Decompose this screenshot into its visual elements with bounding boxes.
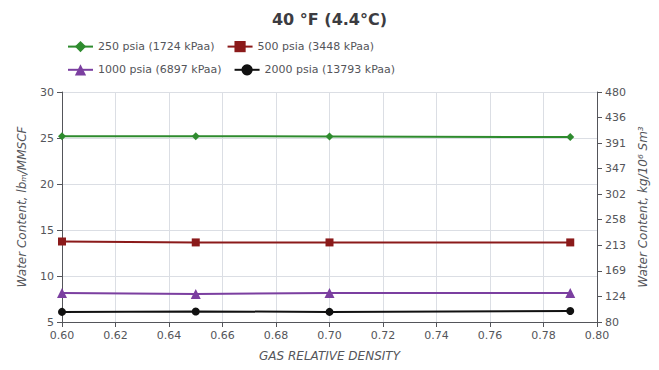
svg-text:500 psia (3448 kPaa): 500 psia (3448 kPaa) xyxy=(258,40,375,53)
svg-text:0.76: 0.76 xyxy=(478,329,503,342)
svg-text:169: 169 xyxy=(605,264,626,277)
svg-text:10: 10 xyxy=(40,270,54,283)
svg-text:302: 302 xyxy=(605,188,626,201)
svg-text:436: 436 xyxy=(605,111,626,124)
svg-text:0.72: 0.72 xyxy=(371,329,396,342)
svg-text:258: 258 xyxy=(605,213,626,226)
svg-text:5: 5 xyxy=(47,316,54,329)
svg-text:213: 213 xyxy=(605,239,626,252)
svg-text:30: 30 xyxy=(40,86,54,99)
svg-text:0.74: 0.74 xyxy=(424,329,449,342)
svg-text:0.78: 0.78 xyxy=(531,329,556,342)
svg-text:40 °F (4.4°C): 40 °F (4.4°C) xyxy=(272,10,387,29)
svg-text:GAS RELATIVE DENSITY: GAS RELATIVE DENSITY xyxy=(259,349,402,363)
svg-text:480: 480 xyxy=(605,86,626,99)
svg-text:0.68: 0.68 xyxy=(264,329,289,342)
svg-text:347: 347 xyxy=(605,162,626,175)
svg-text:0.70: 0.70 xyxy=(317,329,342,342)
svg-text:0.80: 0.80 xyxy=(585,329,610,342)
svg-text:0.64: 0.64 xyxy=(157,329,182,342)
svg-text:80: 80 xyxy=(605,316,619,329)
svg-text:391: 391 xyxy=(605,137,626,150)
svg-text:0.60: 0.60 xyxy=(50,329,75,342)
svg-text:0.62: 0.62 xyxy=(103,329,128,342)
svg-text:Water Content, lbₘ/MMSCF: Water Content, lbₘ/MMSCF xyxy=(15,125,29,287)
svg-text:Water Content, kg/10⁶ Sm³: Water Content, kg/10⁶ Sm³ xyxy=(636,126,650,288)
svg-text:15: 15 xyxy=(40,224,54,237)
svg-text:2000 psia (13793 kPaa): 2000 psia (13793 kPaa) xyxy=(265,63,396,76)
svg-text:124: 124 xyxy=(605,290,626,303)
svg-text:250 psia (1724 kPaa): 250 psia (1724 kPaa) xyxy=(98,40,215,53)
svg-text:1000 psia (6897 kPaa): 1000 psia (6897 kPaa) xyxy=(98,63,222,76)
svg-text:0.66: 0.66 xyxy=(210,329,235,342)
svg-text:25: 25 xyxy=(40,132,54,145)
svg-text:20: 20 xyxy=(40,178,54,191)
